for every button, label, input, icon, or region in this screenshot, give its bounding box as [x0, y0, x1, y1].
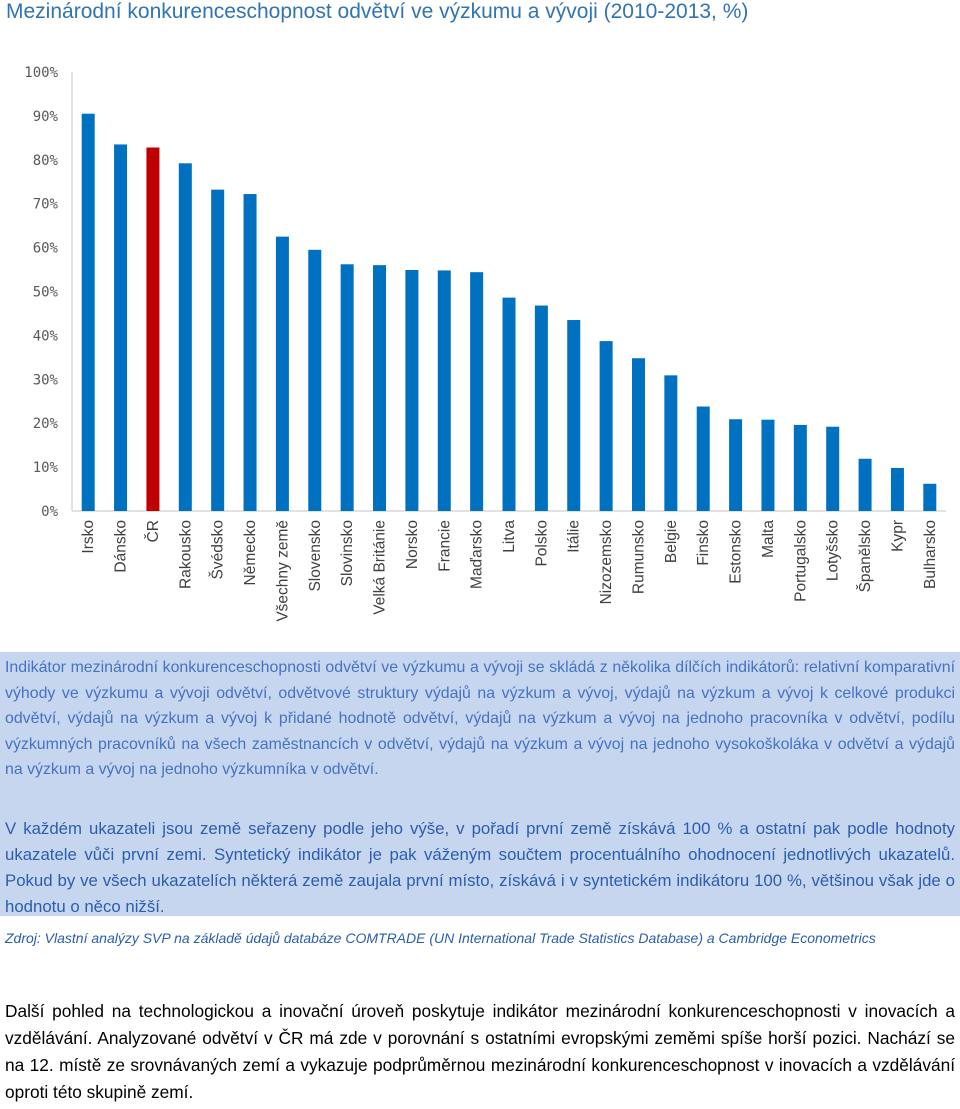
x-tick-label: Polsko	[533, 520, 550, 567]
bar-6	[243, 194, 257, 512]
bar-3	[146, 147, 160, 511]
x-tick-label: Všechny země	[274, 520, 291, 622]
y-tick-label: 50%	[33, 285, 59, 301]
bar-26	[890, 467, 904, 511]
x-tick-label: Slovensko	[307, 520, 324, 592]
x-tick-label: Irsko	[80, 520, 97, 554]
bar-16	[567, 320, 581, 511]
x-tick-label: Nizozemsko	[598, 520, 615, 604]
body-paragraph: Další pohled na technologickou a inovačn…	[5, 1001, 955, 1102]
x-tick-label: Rumunsko	[630, 520, 647, 594]
y-tick-label: 0%	[41, 504, 58, 520]
y-tick-label: 40%	[33, 328, 59, 344]
source-note: Zdroj: Vlastní analýzy SVP na základě úd…	[5, 930, 876, 946]
chart-title: Mezinárodní konkurenceschopnost odvětví …	[6, 0, 749, 23]
bar-21	[729, 419, 743, 511]
y-tick-label: 100%	[24, 65, 58, 81]
bar-19	[664, 375, 678, 511]
bar-23	[793, 424, 807, 511]
bar-27	[923, 483, 937, 511]
y-tick-label: 30%	[33, 372, 59, 388]
x-tick-label: Litva	[501, 520, 518, 553]
x-tick-label: Španělsko	[857, 520, 874, 592]
bar-25	[858, 458, 872, 511]
bar-5	[211, 189, 225, 511]
bar-24	[826, 426, 840, 511]
bar-9	[340, 264, 354, 511]
bar-11	[405, 269, 419, 511]
note-paragraph-2: V každém ukazateli jsou země seřazeny po…	[5, 819, 955, 916]
y-tick-label: 60%	[33, 241, 59, 257]
bar-18	[631, 358, 645, 511]
bar-12	[437, 270, 451, 511]
x-tick-label: Slovinsko	[339, 520, 356, 586]
bar-7	[275, 236, 289, 512]
x-tick-label: Německo	[242, 520, 259, 585]
x-tick-label: Dánsko	[113, 520, 130, 573]
bar-22	[761, 419, 775, 511]
x-tick-label: Rakousko	[177, 520, 194, 589]
bar-17	[599, 341, 613, 511]
bar-chart: 0% 10% 20% 30% 40% 50% 60% 70% 80% 90% 100% Irsko D…	[24, 65, 946, 622]
x-tick-label: Velká Británie	[372, 520, 389, 615]
x-tick-label: Francie	[436, 520, 453, 572]
x-tick-label: Itálie	[566, 520, 583, 553]
x-tick-label: Portugalsko	[792, 520, 809, 602]
note-box	[0, 652, 960, 916]
x-tick-label: Bulharsko	[922, 520, 939, 589]
y-tick-label: 70%	[33, 197, 59, 213]
x-tick-label: Estonsko	[728, 520, 745, 584]
x-tick-label: Švédsko	[210, 520, 227, 579]
x-tick-label: Maďarsko	[469, 520, 486, 589]
x-tick-label: ČR	[145, 520, 162, 542]
x-tick-label: Belgie	[663, 520, 680, 563]
y-tick-label: 20%	[33, 416, 59, 432]
bar-4	[178, 163, 192, 511]
x-tick-label: Finsko	[695, 520, 712, 566]
note-paragraph-1: Indikátor mezinárodní konkurenceschopnos…	[5, 659, 955, 778]
bar-14	[502, 297, 516, 511]
y-tick-label: 80%	[33, 153, 59, 169]
bar-2	[114, 144, 128, 511]
bar-15	[534, 305, 548, 511]
y-tick-label: 90%	[33, 109, 59, 125]
x-tick-label: Norsko	[404, 520, 421, 569]
y-tick-label: 10%	[33, 460, 59, 476]
bar-1	[81, 113, 95, 511]
x-tick-label: Kypr	[889, 520, 906, 552]
bar-8	[308, 249, 322, 512]
bar-10	[373, 265, 387, 511]
bar-20	[696, 406, 710, 511]
x-tick-label: Malta	[760, 520, 777, 558]
bar-13	[470, 272, 484, 511]
x-tick-label: Lotyšsko	[825, 520, 842, 581]
